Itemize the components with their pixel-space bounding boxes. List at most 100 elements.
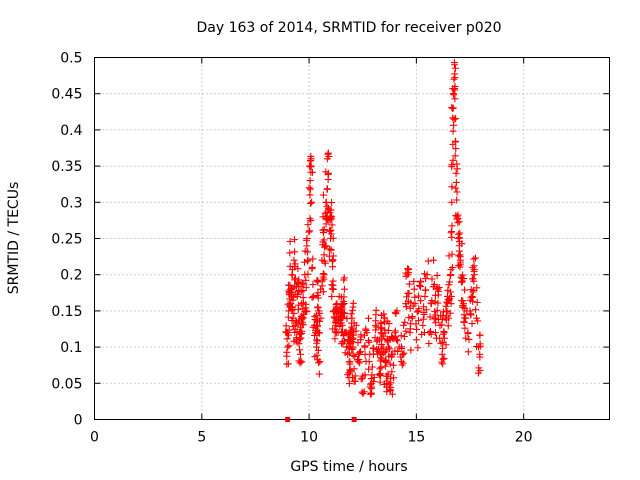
data-point [405,280,413,288]
data-point [283,335,291,343]
data-point [355,355,363,363]
data-point [307,157,315,165]
data-point [414,344,422,352]
data-point [390,374,398,382]
data-point [337,319,345,327]
data-point [298,316,306,324]
data-point [380,349,388,357]
data-point [456,251,464,259]
data-point [322,168,330,176]
data-point [385,320,393,328]
chart-title: Day 163 of 2014, SRMTID for receiver p02… [196,20,501,36]
data-point [351,352,359,360]
data-point [413,325,421,333]
data-point [456,234,464,242]
data-point [419,321,427,329]
data-point [449,156,457,164]
y-tick-label: 0.35 [51,159,82,175]
data-point [291,236,299,244]
data-point [449,264,457,272]
data-point [424,257,432,265]
data-point [389,335,397,343]
data-point [286,249,294,257]
data-point [282,322,290,330]
y-tick-label: 0.05 [51,376,82,392]
data-point [476,342,484,350]
data-point [452,184,460,192]
data-point [417,297,425,305]
data-point [302,300,310,308]
data-point [348,319,356,327]
data-point [305,162,313,170]
data-point [340,293,348,301]
data-point [442,302,450,310]
data-point [468,320,476,328]
data-point [309,280,317,288]
data-point [444,296,452,304]
data-point [340,285,348,293]
data-point [403,293,411,301]
data-point [422,306,430,314]
data-point [431,329,439,337]
data-point [439,344,447,352]
data-point [302,276,310,284]
data-point [284,360,292,368]
data-point [291,274,299,282]
data-point [407,299,415,307]
data-point [453,188,461,196]
data-point [452,178,460,186]
data-point [448,250,456,258]
y-tick-label: 0.45 [51,87,82,103]
data-point [291,260,299,268]
data-point [332,329,340,337]
data-point [311,331,319,339]
data-point [370,344,378,352]
data-point [439,312,447,320]
data-point [328,221,336,229]
y-tick-label: 0.5 [60,51,82,67]
data-point [296,359,304,367]
data-point [323,203,331,211]
data-point [329,277,337,285]
data-point [421,292,429,300]
data-point [284,313,292,321]
data-point [450,91,458,99]
data-point [344,336,352,344]
data-point [340,274,348,282]
data-point [346,369,354,377]
data-point [455,247,463,255]
data-point [294,279,302,287]
data-point [362,325,370,333]
data-point [296,346,304,354]
data-point [397,353,405,361]
data-point [366,350,374,358]
data-point [472,306,480,314]
data-point [378,325,386,333]
data-point [372,311,380,319]
data-point [304,270,312,278]
data-point [289,322,297,330]
data-point [438,321,446,329]
data-point [322,199,330,207]
data-point [368,383,376,391]
data-point [461,314,469,322]
data-point [450,121,458,129]
data-point [356,349,364,357]
data-point [293,328,301,336]
data-point [449,127,457,135]
data-point [425,340,433,348]
data-point [377,363,385,371]
data-point [341,349,349,357]
data-point [323,185,331,193]
data-point [427,299,435,307]
data-point [284,343,292,351]
data-point [345,344,353,352]
data-point [445,281,453,289]
data-point [391,309,399,317]
data-point [322,242,330,250]
data-point [407,346,415,354]
data-point [345,374,353,382]
data-point [438,350,446,358]
data-point [290,337,298,345]
